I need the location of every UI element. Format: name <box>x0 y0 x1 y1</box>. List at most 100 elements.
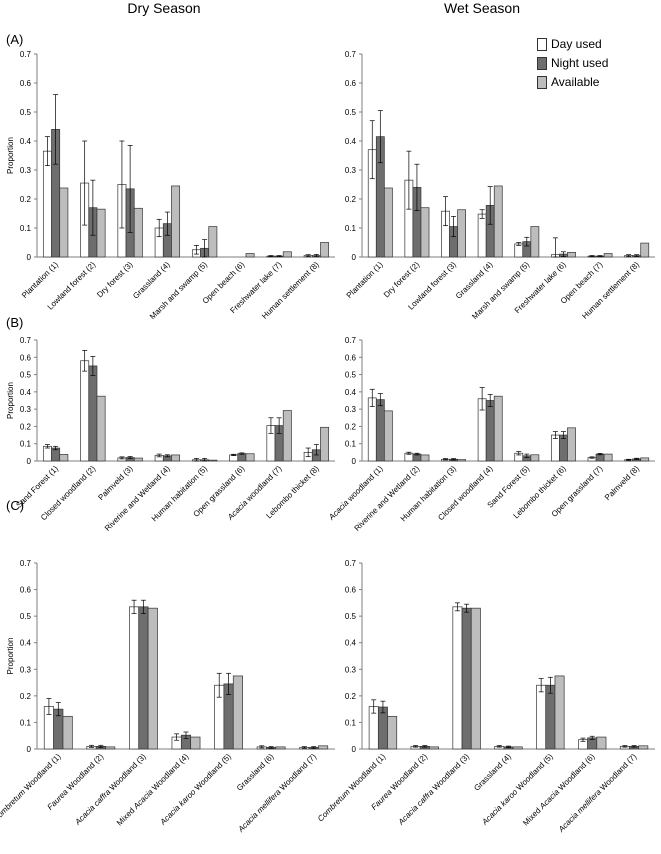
category-label: Acacia karoo Woodland (5) <box>480 752 555 827</box>
category-label: Acacia mellifera Woodland (7) <box>236 752 319 835</box>
wet-season-title: Wet Season <box>443 0 520 16</box>
bar-available <box>493 185 503 258</box>
bar-available <box>133 207 143 258</box>
bar-available <box>640 242 650 258</box>
y-tick-label: 0 <box>352 745 357 754</box>
y-tick-label: 0.1 <box>345 718 357 727</box>
bar-available <box>512 746 523 750</box>
bar-available <box>96 208 106 258</box>
y-tick-label: 0.2 <box>20 195 32 204</box>
bar-day <box>367 397 377 462</box>
legend-item-day: Day used <box>537 36 608 53</box>
y-tick-label: 0.4 <box>345 137 357 146</box>
bar-night <box>88 365 98 462</box>
bar-available <box>282 251 292 258</box>
bar-available <box>530 454 540 462</box>
chart-C-dry: 0 0.1 0.2 0.3 0.4 0.5 0.6 0.7 Proportion Combretu… <box>0 559 335 834</box>
y-tick-label: 0 <box>27 253 32 262</box>
bar-available <box>638 745 649 750</box>
bar-available <box>596 736 607 750</box>
bar-night <box>377 706 388 750</box>
bar-available <box>420 454 430 462</box>
y-tick-label: 0.6 <box>345 353 357 362</box>
bar-available <box>245 453 255 462</box>
y-tick-label: 0.2 <box>345 422 357 431</box>
bar-day <box>551 434 560 462</box>
y-tick-label: 0.4 <box>345 639 357 648</box>
bar-available <box>387 715 398 750</box>
chart-legend: Day used Night used Available <box>537 36 608 93</box>
bar-available <box>275 746 286 750</box>
y-tick-label: 0.2 <box>345 692 357 701</box>
y-tick-label: 0.5 <box>20 371 32 380</box>
bar-available <box>59 454 69 462</box>
bar-night <box>559 434 568 462</box>
bar-day <box>80 360 90 462</box>
category-label: Plantation (1) <box>345 260 385 300</box>
y-tick-label: 0.3 <box>20 405 32 414</box>
bar-available <box>640 457 650 462</box>
bar-day <box>452 606 463 750</box>
y-tick-label: 0 <box>352 457 357 466</box>
y-tick-label: 0.1 <box>20 440 32 449</box>
bar-available <box>554 675 565 750</box>
legend-label-day: Day used <box>551 37 602 51</box>
chart-A-wet: 0 0.1 0.2 0.3 0.4 0.5 0.6 0.7 Plantation (1)Dry … <box>345 50 655 321</box>
bar-night <box>485 400 495 462</box>
y-tick-label: 0.5 <box>20 108 32 117</box>
y-tick-label: 0.6 <box>345 586 357 595</box>
category-label: Riverine and Wetland (2) <box>353 464 422 533</box>
bar-night <box>375 399 385 462</box>
bar-available <box>530 226 540 258</box>
dry-season-title: Dry Season <box>127 0 201 16</box>
bar-available <box>457 209 466 258</box>
category-label: Grassland (6) <box>235 752 276 793</box>
chart-A-dry: 0 0.1 0.2 0.3 0.4 0.5 0.6 0.7 Proportion Plantati… <box>6 50 335 321</box>
bar-available <box>320 426 330 462</box>
bar-available <box>282 410 292 462</box>
category-label: Acacia caffra Woodland (3) <box>73 752 148 827</box>
legend-label-night: Night used <box>551 56 609 70</box>
y-tick-label: 0 <box>27 745 32 754</box>
bar-available <box>171 454 181 462</box>
y-tick-label: 0.7 <box>20 50 32 59</box>
bar-available <box>190 736 201 750</box>
y-tick-label: 0.3 <box>345 405 357 414</box>
bar-available <box>171 185 181 258</box>
y-tick-label: 0.4 <box>20 137 32 146</box>
bar-available <box>318 745 329 750</box>
y-tick-label: 0.6 <box>20 586 32 595</box>
category-label: Combretum Woodland (1) <box>316 752 388 824</box>
category-label: Grassland (4) <box>454 260 495 301</box>
category-label: Combretum Woodland (1) <box>0 752 63 824</box>
y-tick-label: 0.3 <box>20 166 32 175</box>
y-tick-label: 0.7 <box>20 336 32 345</box>
chart-C-wet: 0 0.1 0.2 0.3 0.4 0.5 0.6 0.7 Combretum Woodland… <box>316 559 655 834</box>
bar-available <box>208 226 218 258</box>
y-tick-label: 0.4 <box>20 388 32 397</box>
y-tick-label: 0.1 <box>345 224 357 233</box>
category-label: Riverine and Wetland (4) <box>103 464 172 533</box>
bar-available <box>208 459 218 462</box>
y-tick-label: 0.7 <box>345 336 357 345</box>
y-tick-label: 0.7 <box>20 559 32 568</box>
category-label: Mixed Acacia Woodland (6) <box>521 752 597 828</box>
bar-day <box>514 243 524 258</box>
bar-available <box>603 253 613 258</box>
category-label: Acacia caffra Woodland (3) <box>396 752 471 827</box>
y-tick-label: 0.5 <box>345 371 357 380</box>
y-tick-label: 0.1 <box>20 224 32 233</box>
bar-available <box>232 675 243 750</box>
y-tick-label: 0.2 <box>345 195 357 204</box>
y-tick-label: 0.5 <box>345 612 357 621</box>
y-tick-label: 0.5 <box>20 612 32 621</box>
y-tick-label: 0.4 <box>20 639 32 648</box>
category-label: Dry forest (2) <box>382 260 422 300</box>
bar-available <box>62 715 73 750</box>
bar-day <box>477 213 487 258</box>
category-label: Grassland (4) <box>472 752 513 793</box>
category-label: Acacia karoo Woodland (5) <box>158 752 233 827</box>
category-label: Plantation (1) <box>20 260 60 300</box>
bar-available <box>457 459 466 462</box>
